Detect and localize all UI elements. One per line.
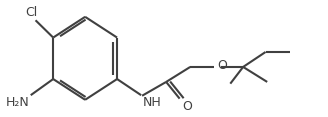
- Text: NH: NH: [143, 96, 161, 109]
- Text: Cl: Cl: [26, 6, 38, 19]
- Text: O: O: [182, 100, 192, 113]
- Text: H₂N: H₂N: [5, 96, 29, 109]
- Text: O: O: [217, 59, 227, 72]
